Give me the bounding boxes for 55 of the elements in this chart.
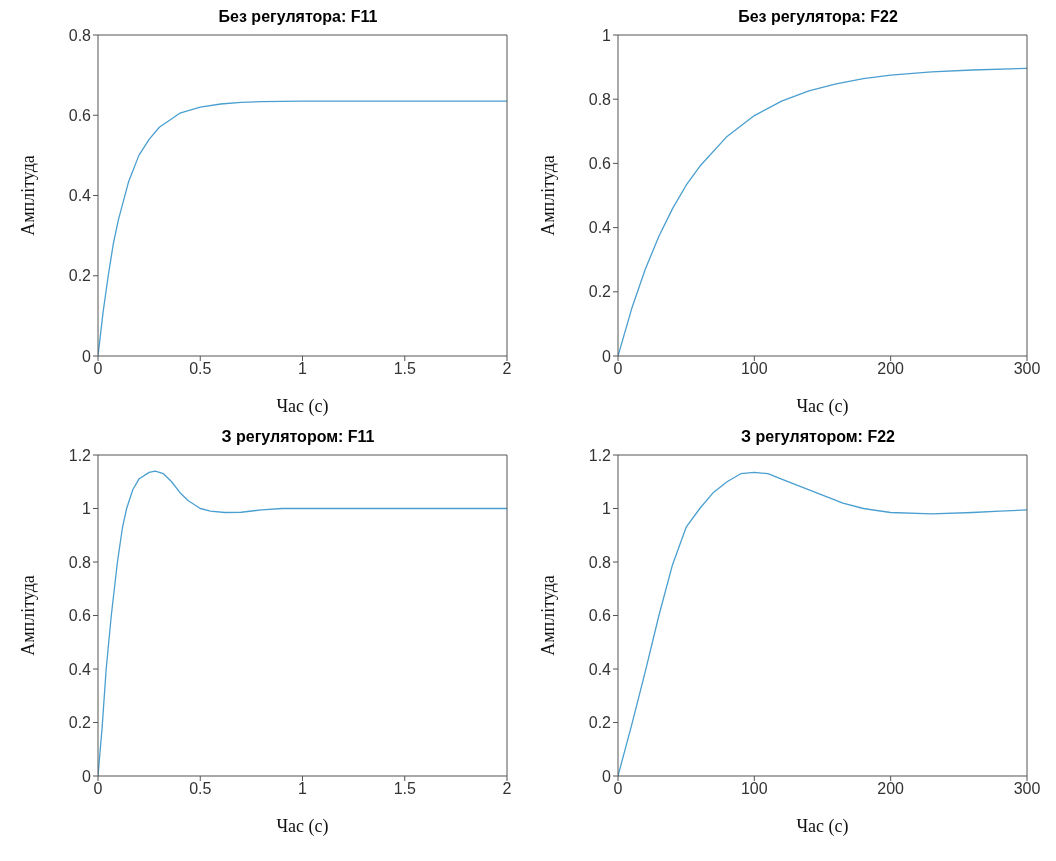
x-tick-label: 200 xyxy=(877,780,905,798)
chart-title: Без регулятора: F22 xyxy=(737,8,899,27)
y-tick-label: 0.8 xyxy=(588,90,612,108)
x-tick-label: 2 xyxy=(502,780,512,798)
y-tick-label: 0.4 xyxy=(68,187,92,205)
x-tick-label: 1.5 xyxy=(393,780,416,798)
y-tick-label: 0.6 xyxy=(68,106,92,124)
x-axis-title: Час (с) xyxy=(276,816,329,837)
y-axis-title: Амплітуда xyxy=(18,155,39,236)
chart-title: Без регулятора: F11 xyxy=(217,8,379,27)
y-tick-label: 0.4 xyxy=(588,660,612,678)
chart-title: З регулятором: F22 xyxy=(740,428,896,447)
y-tick-label: 1 xyxy=(82,500,92,518)
y-axis-title: Амплітуда xyxy=(18,575,39,656)
y-axis-title: Амплітуда xyxy=(538,575,559,656)
x-tick-label: 0 xyxy=(613,780,623,798)
x-tick-label: 0 xyxy=(93,780,103,798)
y-axis-title: Амплітуда xyxy=(538,155,559,236)
y-tick-label: 0.2 xyxy=(68,267,92,285)
x-tick-label: 100 xyxy=(740,360,768,378)
x-tick-label: 300 xyxy=(1013,780,1041,798)
y-tick-label: 1.2 xyxy=(588,446,612,464)
y-tick-label: 0.2 xyxy=(68,714,92,732)
y-tick-label: 0.6 xyxy=(588,155,612,173)
x-tick-label: 200 xyxy=(877,360,905,378)
y-tick-label: 0.6 xyxy=(68,607,92,625)
x-tick-label: 0 xyxy=(93,360,103,378)
y-tick-label: 0.4 xyxy=(588,219,612,237)
y-tick-label: 0.4 xyxy=(68,660,92,678)
y-tick-label: 0.8 xyxy=(68,26,92,44)
y-tick-label: 0 xyxy=(82,347,92,365)
y-tick-label: 1 xyxy=(602,500,612,518)
x-tick-label: 0 xyxy=(613,360,623,378)
x-tick-label: 0.5 xyxy=(189,780,212,798)
chart-title: З регулятором: F11 xyxy=(220,428,376,447)
y-tick-label: 0 xyxy=(82,767,92,785)
x-axis-title: Час (с) xyxy=(796,396,849,417)
x-tick-label: 1 xyxy=(298,360,308,378)
x-tick-label: 2 xyxy=(502,360,512,378)
y-tick-label: 1.2 xyxy=(68,446,92,464)
x-axis-title: Час (с) xyxy=(276,396,329,417)
y-tick-label: 0.8 xyxy=(68,553,92,571)
x-tick-label: 0.5 xyxy=(189,360,212,378)
y-tick-label: 0.2 xyxy=(588,283,612,301)
y-tick-label: 0 xyxy=(602,347,612,365)
y-tick-label: 0.2 xyxy=(588,714,612,732)
x-tick-label: 300 xyxy=(1013,360,1041,378)
x-axis-title: Час (с) xyxy=(796,816,849,837)
y-tick-label: 0.6 xyxy=(588,607,612,625)
x-tick-label: 1 xyxy=(298,780,308,798)
y-tick-label: 1 xyxy=(602,26,612,44)
x-tick-label: 1.5 xyxy=(393,360,416,378)
y-tick-label: 0 xyxy=(602,767,612,785)
y-tick-label: 0.8 xyxy=(588,553,612,571)
x-tick-label: 100 xyxy=(740,780,768,798)
